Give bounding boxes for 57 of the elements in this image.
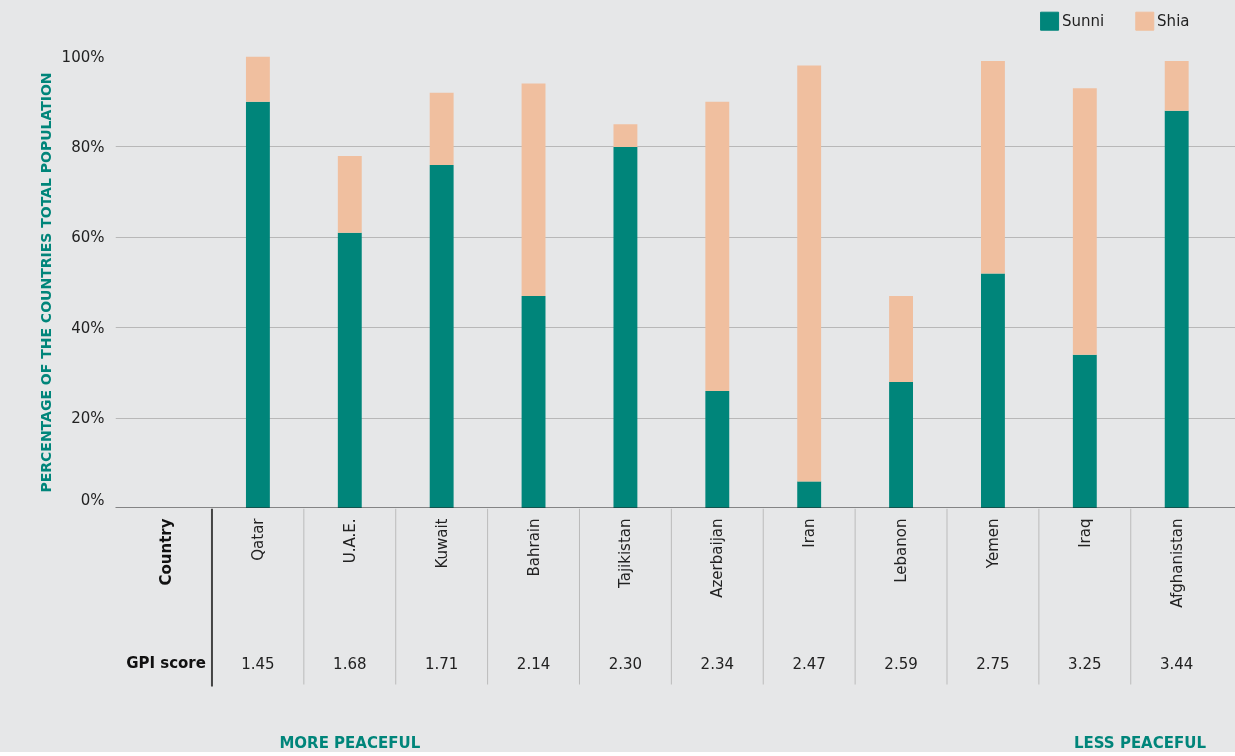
bar [337, 232, 362, 508]
bar [245, 101, 270, 508]
text: 3.44 [1160, 654, 1194, 673]
bar [429, 164, 454, 508]
text: GPI score [126, 653, 206, 672]
x-tick-label: Bahrain [524, 518, 543, 577]
x-tick-label: Kuwait [432, 518, 451, 569]
bar [705, 101, 730, 391]
y-tick-label: 100% [61, 47, 105, 66]
text: 1.68 [333, 654, 367, 673]
y-tick-label: 40% [71, 318, 105, 337]
x-tick-label: Yemen [983, 518, 1002, 570]
y-tick-label: 0% [80, 490, 105, 509]
bar [1164, 110, 1189, 508]
text: 2.47 [792, 654, 826, 673]
bar [1072, 354, 1097, 508]
x-tick-label: Azerbaijan [708, 518, 727, 598]
text: 3.25 [1068, 654, 1102, 673]
bar [889, 381, 914, 508]
bar [337, 155, 362, 233]
x-tick-label: Qatar [248, 517, 267, 561]
bar [981, 273, 1005, 508]
legend-label: Sunni [1061, 12, 1105, 31]
x-tick-label: Tajikistan [616, 518, 635, 589]
bar [613, 146, 638, 508]
bar [245, 56, 270, 102]
text: 2.34 [700, 654, 735, 673]
bar [1164, 61, 1189, 111]
text: 2.75 [976, 654, 1010, 673]
bar [521, 83, 546, 297]
bar [1072, 88, 1097, 355]
bar [705, 390, 730, 508]
y-tick-label: 60% [71, 228, 105, 247]
text: LESS PEACEFUL [1073, 733, 1207, 752]
bar [613, 124, 638, 147]
text: 1.45 [241, 654, 275, 673]
x-tick-label: Iran [800, 518, 819, 548]
bar [889, 296, 914, 382]
y-axis-title: PERCENTAGE OF THE COUNTRIES TOTAL POPULATION [37, 72, 54, 493]
x-tick-label: Lebanon [892, 518, 911, 583]
text: 1.71 [424, 654, 459, 673]
y-tick-label: 80% [71, 137, 105, 156]
text: 2.59 [884, 654, 918, 673]
bar [981, 61, 1005, 274]
bar [521, 296, 546, 508]
legend-label: Shia [1157, 12, 1190, 31]
bar [797, 65, 822, 482]
x-tick-label: U.A.E. [340, 518, 359, 564]
x-tick-label: Afghanistan [1167, 518, 1186, 608]
text: MORE PEACEFUL [279, 733, 421, 752]
x-tick-label: Iraq [1075, 518, 1094, 548]
bar [797, 481, 822, 508]
bar [429, 92, 454, 165]
text: 2.30 [608, 654, 643, 673]
text: Country [157, 518, 176, 586]
y-tick-label: 20% [71, 409, 105, 428]
text: 2.14 [516, 654, 551, 673]
